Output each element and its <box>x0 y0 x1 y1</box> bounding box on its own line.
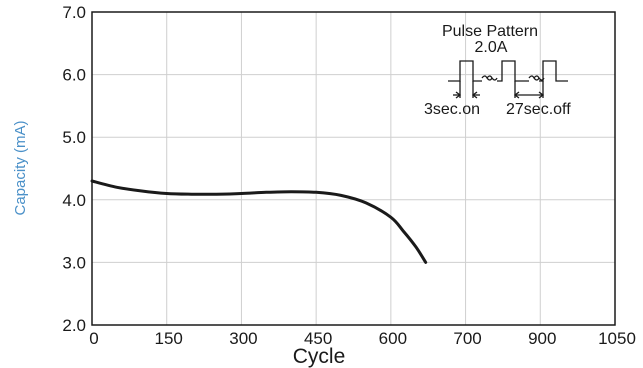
x-axis-title: Cycle <box>293 345 346 368</box>
y-tick-label: 7.0 <box>62 3 86 22</box>
x-tick-label: 600 <box>379 329 407 348</box>
pulse-off-label: 27sec.off <box>506 101 571 118</box>
pulse-pattern-title: Pulse Pattern <box>442 23 538 40</box>
capacity-curve <box>90 179 428 264</box>
y-tick-labels: 2.0 3.0 4.0 5.0 6.0 7.0 <box>62 3 86 335</box>
pulse-current-label: 2.0A <box>475 39 508 56</box>
x-tick-label: 150 <box>155 329 183 348</box>
x-tick-label: 700 <box>453 329 481 348</box>
y-tick-label: 5.0 <box>62 128 86 147</box>
y-tick-label: 2.0 <box>62 316 86 335</box>
pulse-on-label: 3sec.on <box>424 101 480 118</box>
x-tick-label: 300 <box>229 329 257 348</box>
x-tick-label: 0 <box>89 329 98 348</box>
y-axis-title: Capacity (mA) <box>12 120 29 215</box>
x-tick-labels: 0 150 300 450 600 700 900 1050 <box>89 329 636 348</box>
y-tick-label: 3.0 <box>62 253 86 272</box>
x-tick-label: 1050 <box>598 329 636 348</box>
x-tick-label: 450 <box>304 329 332 348</box>
y-tick-label: 6.0 <box>62 66 86 85</box>
y-tick-label: 4.0 <box>62 191 86 210</box>
pulse-waveform <box>448 60 568 99</box>
plot-frame <box>91 11 616 326</box>
grid-lines <box>92 12 615 325</box>
pulse-pattern-inset: Pulse Pattern 2.0A 3sec.on 27sec.off <box>424 23 571 118</box>
x-tick-label: 900 <box>528 329 556 348</box>
